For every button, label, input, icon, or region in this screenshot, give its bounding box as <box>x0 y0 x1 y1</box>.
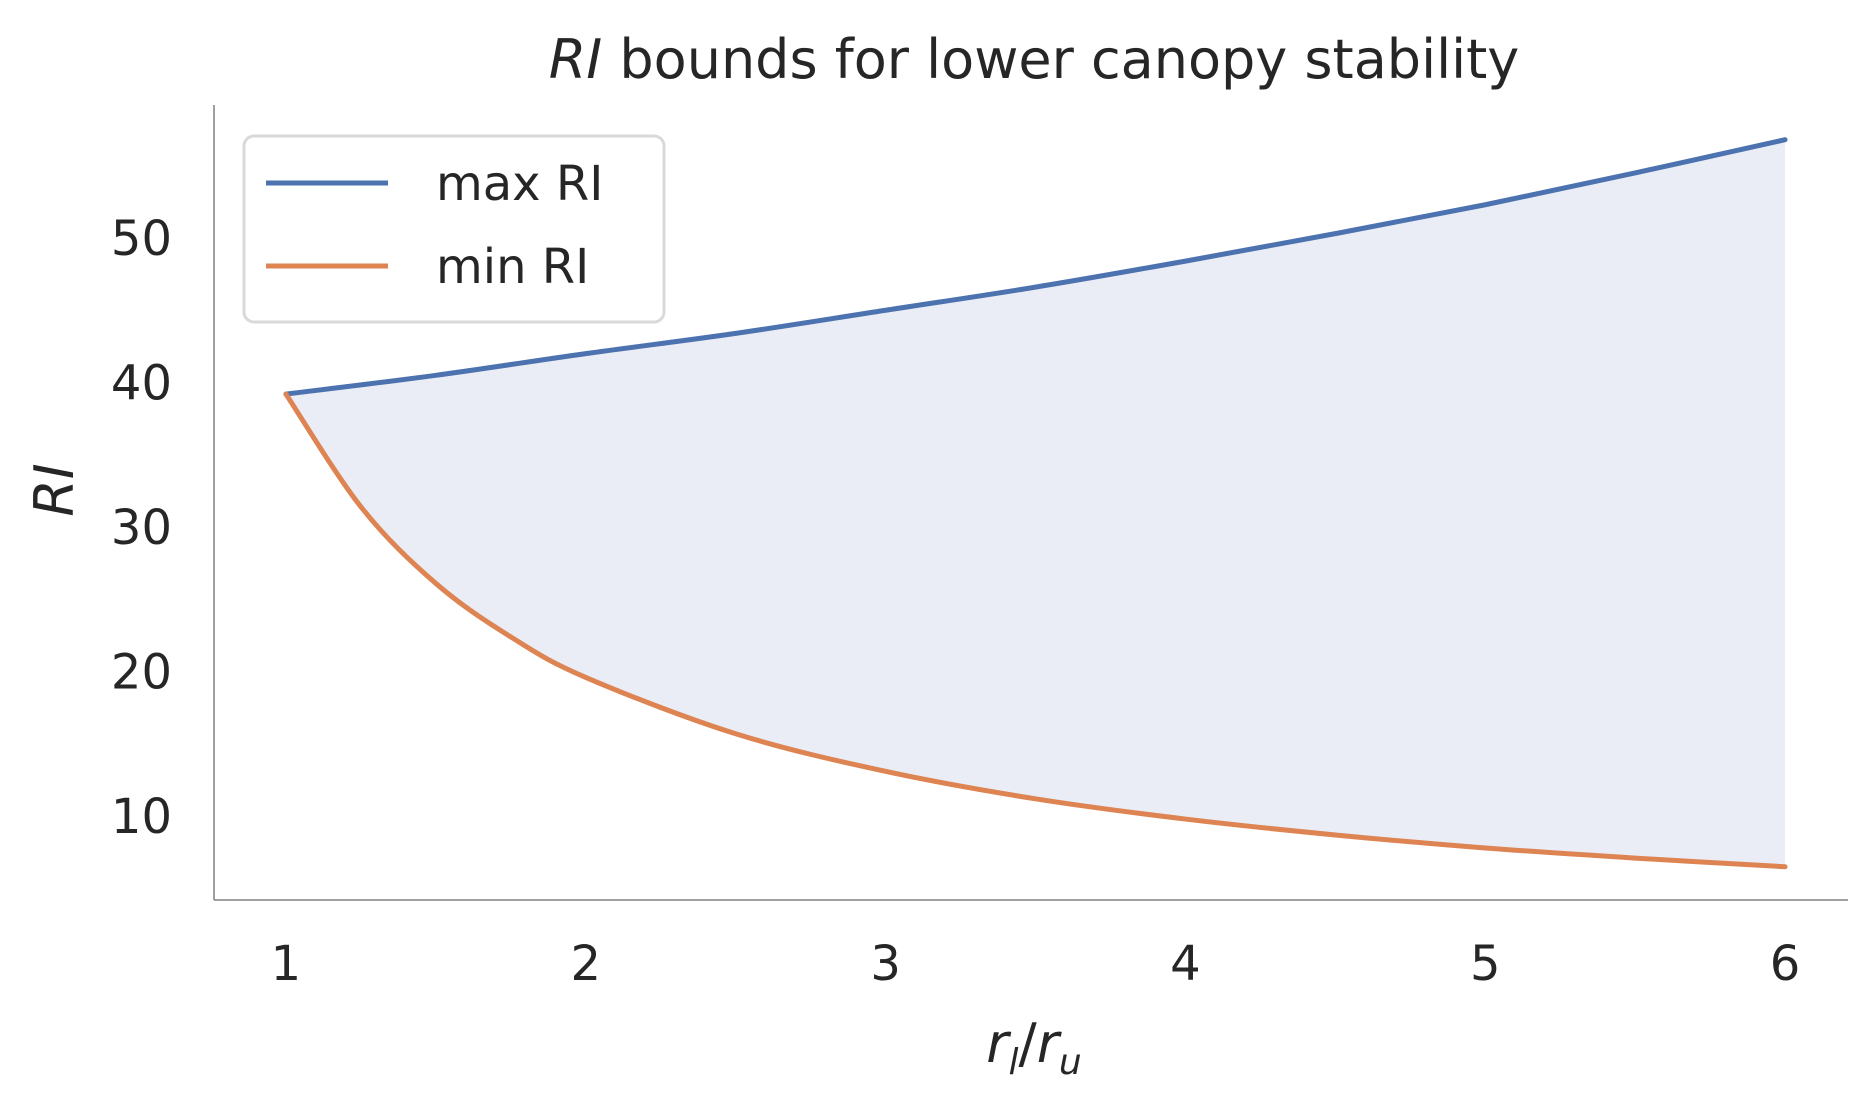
legend-label-max-ri: max RI <box>436 156 603 212</box>
y-tick-label: 50 <box>111 211 172 267</box>
y-tick-label: 20 <box>111 645 172 701</box>
x-tick-labels: 1 2 3 4 5 6 <box>271 936 1801 992</box>
chart-title: RI bounds for lower canopy stability <box>549 28 1519 91</box>
chart-title-italic: RI <box>549 28 602 91</box>
y-tick-label: 10 <box>111 789 172 845</box>
x-axis-label-r2: r <box>1037 1012 1062 1075</box>
y-tick-labels: 10 20 30 40 50 <box>111 211 172 845</box>
x-tick-label: 1 <box>271 936 302 992</box>
series-line-min-ri <box>283 391 1788 870</box>
x-tick-label: 3 <box>870 936 901 992</box>
series-line-max-ri <box>283 137 1788 397</box>
x-tick-label: 6 <box>1770 936 1801 992</box>
series-layer <box>283 137 1788 870</box>
legend-label-min-ri: min RI <box>436 239 589 295</box>
x-tick-label: 4 <box>1170 936 1201 992</box>
y-axis-label: RI <box>23 463 86 516</box>
y-tick-label: 30 <box>111 500 172 556</box>
legend: max RI min RI <box>242 134 666 324</box>
y-tick-label: 40 <box>111 356 172 412</box>
x-axis-label-r1: r <box>986 1012 1011 1075</box>
chart-title-rest: bounds for lower canopy stability <box>602 28 1519 91</box>
x-axis-label-sub2: u <box>1059 1042 1082 1083</box>
x-tick-label: 2 <box>570 936 601 992</box>
fill-between-area <box>285 139 1786 867</box>
x-tick-label: 5 <box>1470 936 1501 992</box>
x-axis-label-slash: / <box>1018 1012 1037 1075</box>
x-axis-label: rl/ru <box>986 1012 1081 1083</box>
x-axis-label-sub1: l <box>1008 1042 1018 1083</box>
